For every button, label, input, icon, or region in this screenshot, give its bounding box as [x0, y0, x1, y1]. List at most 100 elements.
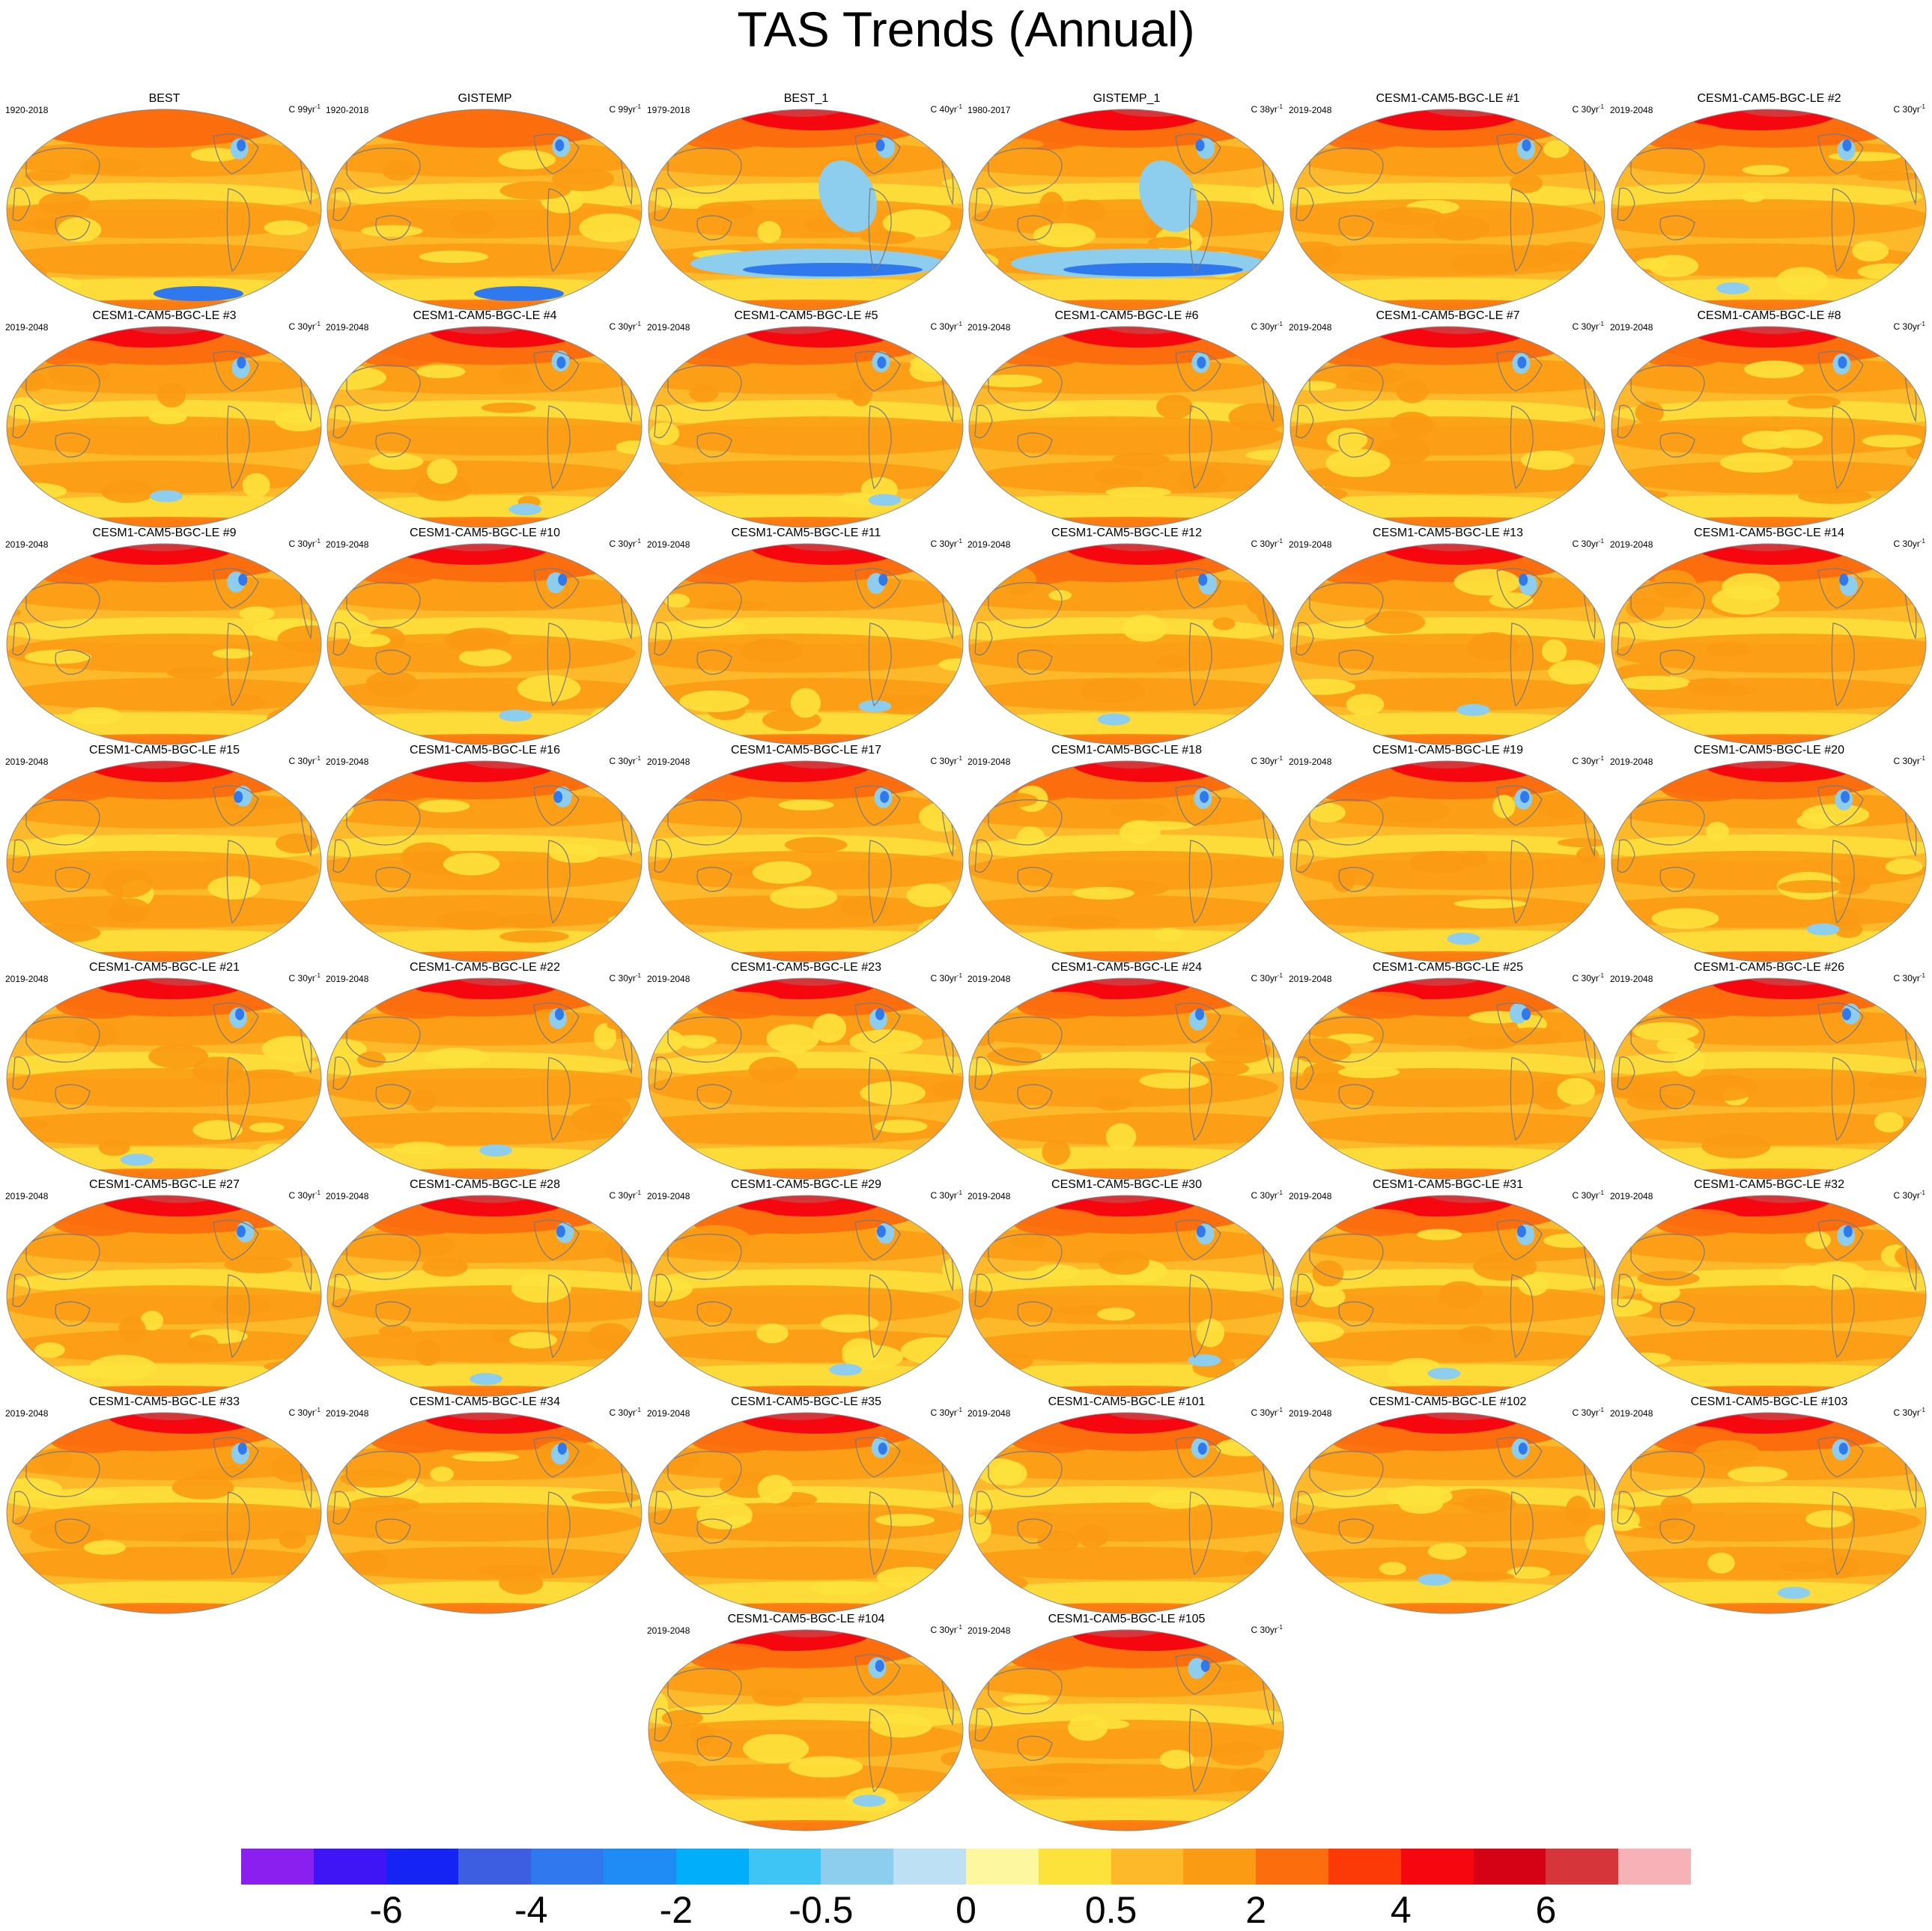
- panel-units-exponent: -1: [956, 972, 962, 979]
- trend-map: [968, 1412, 1284, 1614]
- panel-units-exponent: -1: [635, 1189, 641, 1196]
- map-panel: GISTEMP_1 1980-2017 C 38yr-1: [966, 92, 1287, 313]
- panel-title: GISTEMP_1: [1093, 92, 1161, 105]
- trend-map: [1289, 543, 1606, 745]
- panel-units: C 30yr-1: [289, 1405, 321, 1418]
- trend-map: [648, 1195, 964, 1397]
- map-panel: CESM1-CAM5-BGC-LE #18 2019-2048 C 30yr-1: [966, 744, 1287, 965]
- panel-units-exponent: -1: [635, 103, 641, 110]
- panel-units-text: C 30yr: [288, 321, 315, 332]
- trend-map: [648, 326, 964, 528]
- map-panel: CESM1-CAM5-BGC-LE #33 2019-2048 C 30yr-1: [4, 1395, 325, 1616]
- trend-map: [968, 1195, 1284, 1397]
- colorbar-swatch: [748, 1849, 821, 1885]
- trend-map: [648, 1412, 964, 1614]
- trend-map: [648, 760, 964, 963]
- panel-units-text: C 30yr: [1572, 539, 1599, 549]
- panel-units-exponent: -1: [956, 538, 962, 545]
- map-panel: CESM1-CAM5-BGC-LE #30 2019-2048 C 30yr-1: [966, 1178, 1287, 1399]
- map-panel: CESM1-CAM5-BGC-LE #101 2019-2048 C 30yr-1: [966, 1395, 1287, 1616]
- panel-units-text: C 30yr: [1251, 1190, 1278, 1201]
- panel-period: 2019-2048: [1289, 322, 1332, 333]
- trend-map: [6, 1412, 322, 1614]
- panel-period: 2019-2048: [326, 1408, 369, 1419]
- panel-units-text: C 30yr: [1893, 321, 1920, 332]
- panel-period: 2019-2048: [647, 1191, 690, 1201]
- colorbar-swatch: [313, 1849, 387, 1885]
- colorbar-tick-label: 0: [956, 1889, 976, 1931]
- panel-period: 2019-2048: [1610, 974, 1653, 984]
- panel-units-text: C 30yr: [1572, 104, 1599, 115]
- panel-period: 2019-2048: [326, 974, 369, 984]
- map-panel: CESM1-CAM5-BGC-LE #5 2019-2048 C 30yr-1: [645, 309, 967, 530]
- colorbar-swatch: [386, 1849, 459, 1885]
- colorbar-swatch: [966, 1849, 1039, 1885]
- map-panel: CESM1-CAM5-BGC-LE #22 2019-2048 C 30yr-1: [324, 961, 645, 1182]
- map-panel: CESM1-CAM5-BGC-LE #26 2019-2048 C 30yr-1: [1609, 961, 1930, 1182]
- panel-units-exponent: -1: [1277, 103, 1283, 110]
- panel-units-text: C 30yr: [1893, 1407, 1920, 1418]
- panel-units-exponent: -1: [315, 972, 321, 979]
- panel-units-text: C 30yr: [1251, 973, 1278, 983]
- panel-units-exponent: -1: [956, 321, 962, 327]
- trend-map: [326, 326, 643, 528]
- trend-map: [326, 543, 643, 745]
- panel-units-text: C 30yr: [930, 1190, 957, 1201]
- map-panel: BEST_1 1979-2018 C 40yr-1: [645, 92, 967, 313]
- panel-units-exponent: -1: [1277, 972, 1283, 979]
- panel-units-exponent: -1: [1598, 1189, 1604, 1196]
- panel-units-exponent: -1: [635, 1407, 641, 1413]
- trend-map: [6, 543, 322, 745]
- panel-units: C 30yr-1: [1251, 971, 1283, 983]
- panel-units-text: C 40yr: [930, 104, 957, 115]
- panel-units: C 30yr-1: [931, 319, 962, 332]
- panel-title: CESM1-CAM5-BGC-LE #20: [1694, 744, 1844, 757]
- map-panel: CESM1-CAM5-BGC-LE #23 2019-2048 C 30yr-1: [645, 961, 967, 1182]
- panel-units: C 30yr-1: [610, 319, 641, 332]
- panel-units: C 30yr-1: [289, 1188, 321, 1201]
- trend-map: [1289, 1195, 1606, 1397]
- panel-units-exponent: -1: [1919, 321, 1925, 327]
- panel-units-exponent: -1: [956, 1407, 962, 1413]
- map-panel: CESM1-CAM5-BGC-LE #6 2019-2048 C 30yr-1: [966, 309, 1287, 530]
- panel-units-exponent: -1: [1919, 972, 1925, 979]
- panel-units: C 30yr-1: [931, 1622, 962, 1635]
- panel-title: CESM1-CAM5-BGC-LE #14: [1694, 527, 1844, 539]
- panel-title: CESM1-CAM5-BGC-LE #6: [1054, 309, 1199, 322]
- panel-units-exponent: -1: [315, 755, 321, 762]
- trend-map: [6, 326, 322, 528]
- colorbar-swatch: [1328, 1849, 1402, 1885]
- panel-units-exponent: -1: [315, 103, 321, 110]
- trend-map: [326, 109, 643, 311]
- panel-units-text: C 30yr: [1893, 1190, 1920, 1201]
- panel-units-exponent: -1: [956, 1189, 962, 1196]
- panel-period: 2019-2048: [967, 539, 1011, 550]
- panel-units: C 30yr-1: [1894, 102, 1925, 115]
- colorbar-tick-label: 0.5: [1084, 1889, 1137, 1931]
- trend-map: [648, 109, 964, 311]
- panel-title: CESM1-CAM5-BGC-LE #26: [1694, 961, 1844, 974]
- panel-units: C 30yr-1: [1251, 1622, 1283, 1635]
- panel-units-text: C 30yr: [930, 321, 957, 332]
- map-panel: CESM1-CAM5-BGC-LE #19 2019-2048 C 30yr-1: [1287, 744, 1609, 965]
- panel-title: CESM1-CAM5-BGC-LE #4: [413, 309, 557, 322]
- colorbar-tick-label: 6: [1535, 1889, 1557, 1931]
- panel-period: 2019-2048: [967, 322, 1011, 333]
- colorbar-swatch: [675, 1849, 750, 1885]
- panel-units-exponent: -1: [1919, 1189, 1925, 1196]
- panel-units: C 30yr-1: [1573, 971, 1604, 983]
- map-panel: CESM1-CAM5-BGC-LE #34 2019-2048 C 30yr-1: [324, 1395, 645, 1616]
- panel-period: 1979-2018: [647, 105, 690, 115]
- panel-title: CESM1-CAM5-BGC-LE #29: [731, 1178, 881, 1191]
- panel-units: C 30yr-1: [1573, 1405, 1604, 1418]
- colorbar-tick-label: 2: [1245, 1889, 1267, 1931]
- panel-units-text: C 99yr: [609, 104, 636, 115]
- colorbar-swatch: [821, 1849, 894, 1885]
- panel-units-text: C 30yr: [609, 756, 636, 766]
- panel-units: C 30yr-1: [1251, 1405, 1283, 1418]
- colorbar-swatch: [1183, 1849, 1257, 1885]
- panel-units-text: C 30yr: [1572, 756, 1599, 766]
- panel-title: CESM1-CAM5-BGC-LE #102: [1369, 1395, 1527, 1408]
- panel-units-exponent: -1: [1277, 1407, 1283, 1413]
- trend-map: [1611, 326, 1927, 528]
